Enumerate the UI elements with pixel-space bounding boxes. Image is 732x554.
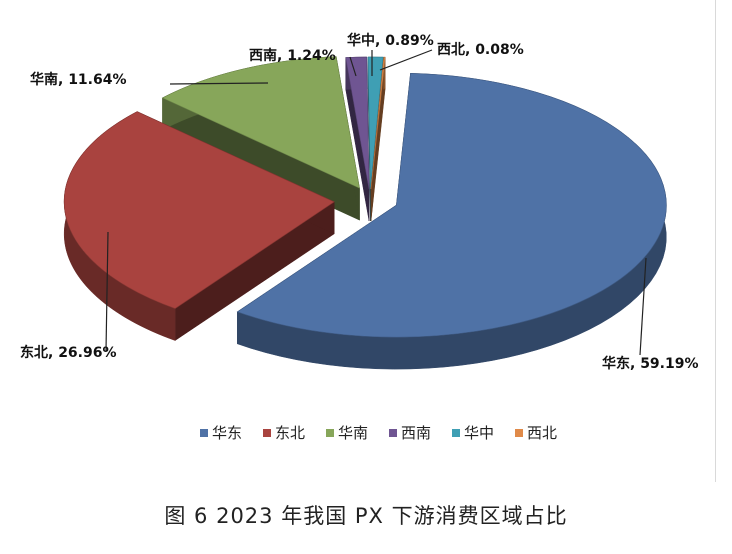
legend-swatch-华南 <box>326 429 334 437</box>
legend-swatch-西北 <box>515 429 523 437</box>
figure-caption: 图 6 2023 年我国 PX 下游消费区域占比 <box>164 504 568 528</box>
legend-item-东北: 东北 <box>275 424 305 442</box>
legend-swatch-华中 <box>452 429 460 437</box>
data-label-华东: 华东, 59.19% <box>602 355 699 372</box>
data-label-东北: 东北, 26.96% <box>20 344 117 361</box>
slice-西北 <box>370 56 386 222</box>
legend-swatch-华东 <box>200 429 208 437</box>
slice-华东 <box>236 73 667 370</box>
leader-line-西南 <box>349 56 357 77</box>
data-label-西南: 西南, 1.24% <box>249 47 336 64</box>
slice-西南 <box>345 56 370 222</box>
leader-line-华南 <box>169 82 269 85</box>
legend-item-华南: 华南 <box>338 424 368 442</box>
legend: 华东 东北 华南 西南 华中 西北 <box>200 424 557 442</box>
pie-chart: 华东, 59.19% 东北, 26.96% 华南, 11.64% 西南, 1.24% 华… <box>20 32 699 442</box>
legend-item-西南: 西南 <box>401 424 431 442</box>
slice-华南 <box>161 56 360 221</box>
data-label-西北: 西北, 0.08% <box>437 42 524 58</box>
legend-item-华中: 华中 <box>464 424 494 442</box>
leader-line-华东 <box>639 257 647 356</box>
data-label-华南: 华南, 11.64% <box>30 71 127 88</box>
leader-line-西北 <box>379 49 433 71</box>
data-label-华中: 华中, 0.89% <box>347 32 434 49</box>
legend-item-华东: 华东 <box>212 424 242 442</box>
legend-swatch-西南 <box>389 429 397 437</box>
legend-swatch-东北 <box>263 429 271 437</box>
slice-东北 <box>63 111 335 342</box>
leader-line-东北 <box>105 231 109 352</box>
legend-item-西北: 西北 <box>527 424 557 442</box>
chart-frame: 华东, 59.19% 东北, 26.96% 华南, 11.64% 西南, 1.24% 华… <box>20 0 716 482</box>
